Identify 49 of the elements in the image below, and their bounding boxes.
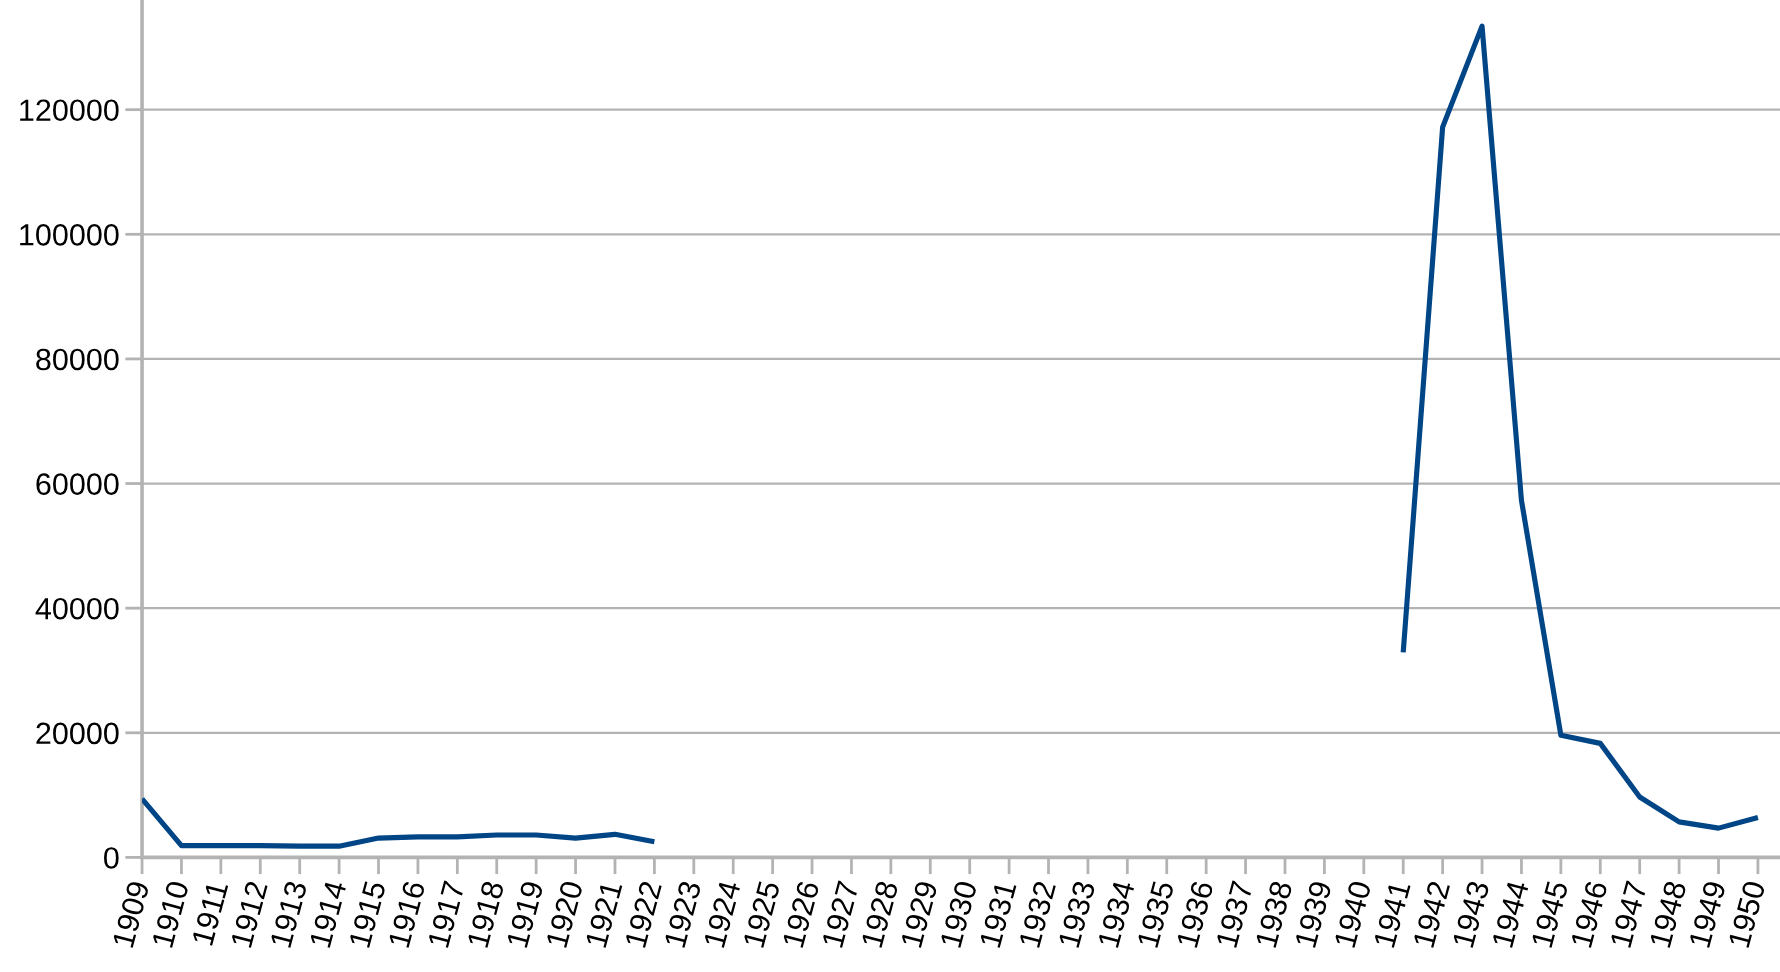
- x-tick-label: 1921: [585, 880, 623, 948]
- x-tick-label: 1926: [782, 880, 820, 948]
- y-tick-label: 100000: [20, 224, 119, 246]
- x-tick-label: 1947: [1609, 880, 1648, 948]
- y-tick-label: 40000: [35, 597, 119, 620]
- x-tick-label: 1930: [939, 880, 978, 948]
- x-tick-label: 1910: [151, 880, 190, 948]
- x-tick-label: 1950: [1727, 880, 1766, 948]
- x-tick-label: 1914: [309, 879, 347, 948]
- x-tick-label: 1918: [466, 880, 505, 948]
- x-tick-label: 1927: [821, 880, 859, 948]
- x-tick-label: 1946: [1570, 880, 1608, 948]
- x-tick-label: 1935: [1136, 880, 1175, 948]
- x-tick-label: 1937: [1215, 880, 1254, 948]
- x-tick-label: 1909: [112, 880, 150, 948]
- x-tick-label: 1912: [230, 880, 268, 948]
- x-tick-label: 1915: [348, 880, 387, 948]
- x-tick-label: 1943: [1452, 880, 1490, 948]
- x-tick-label: 1936: [1176, 880, 1214, 948]
- x-tick-label: 1928: [860, 880, 899, 948]
- x-tick-label: 1925: [742, 880, 781, 948]
- y-tick-label: 120000: [20, 99, 119, 122]
- x-tick-label: 1948: [1649, 880, 1687, 948]
- x-tick-label: 1929: [900, 880, 938, 948]
- x-tick-label: 1949: [1688, 880, 1727, 948]
- x-tick-label: 1944: [1491, 879, 1530, 948]
- x-tick-label: 1913: [269, 880, 308, 948]
- x-tick-label: 1919: [506, 880, 544, 948]
- x-tick-label: 1923: [663, 880, 702, 948]
- x-tick-label: 1933: [1057, 880, 1096, 948]
- x-tick-label: 1942: [1412, 880, 1451, 948]
- y-tick-label: 0: [104, 847, 119, 869]
- x-tick-label: 1934: [1097, 879, 1136, 948]
- x-tick-label: 1938: [1255, 880, 1293, 948]
- x-tick-label: 1932: [1018, 880, 1057, 948]
- x-tick-label: 1924: [703, 879, 741, 948]
- y-tick-label: 20000: [36, 722, 119, 745]
- x-tick-label: 1911: [191, 880, 229, 946]
- y-tick-label: 80000: [36, 348, 119, 371]
- x-tick-label: 1917: [427, 880, 465, 948]
- y-tick-label: 60000: [36, 473, 119, 495]
- x-tick-label: 1940: [1333, 880, 1372, 948]
- x-tick-label: 1922: [624, 880, 662, 948]
- x-tick-label: 1945: [1530, 880, 1569, 948]
- x-tick-label: 1916: [387, 880, 426, 948]
- x-tick-label: 1939: [1294, 880, 1332, 948]
- x-tick-label: 1920: [545, 880, 584, 948]
- x-tick-label: 1941: [1373, 880, 1411, 948]
- x-tick-label: 1931: [979, 880, 1017, 948]
